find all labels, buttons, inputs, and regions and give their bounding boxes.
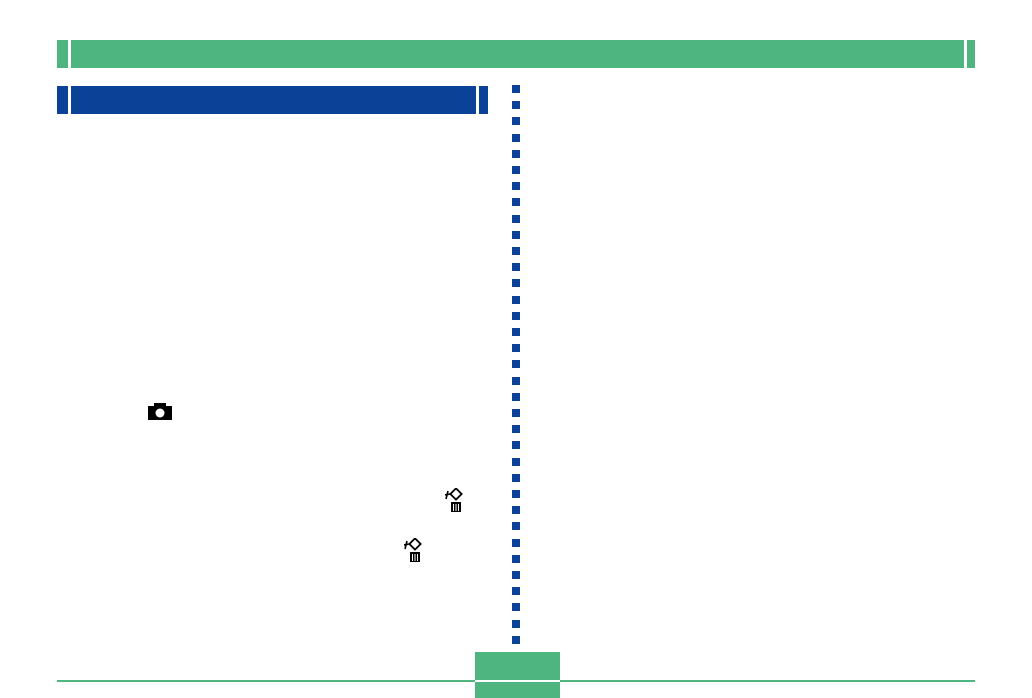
divider-dot xyxy=(512,328,520,336)
section-bar-main xyxy=(71,86,476,114)
divider-dot xyxy=(512,182,520,190)
divider-dot xyxy=(512,620,520,628)
divider-dot xyxy=(512,522,520,530)
divider-dot xyxy=(512,603,520,611)
header-bar-main xyxy=(71,40,964,68)
delete-icon xyxy=(404,538,422,562)
divider-dot xyxy=(512,150,520,158)
divider-dot xyxy=(512,344,520,352)
divider-dot xyxy=(512,296,520,304)
divider-dot xyxy=(512,101,520,109)
divider-dot xyxy=(512,198,520,206)
divider-dot xyxy=(512,409,520,417)
divider-dot xyxy=(512,506,520,514)
divider-dot xyxy=(512,360,520,368)
divider-dot xyxy=(512,474,520,482)
divider-dot xyxy=(512,263,520,271)
section-bar-left-cap xyxy=(57,86,68,114)
divider-dot xyxy=(512,85,520,93)
divider-dot xyxy=(512,571,520,579)
divider-dot xyxy=(512,312,520,320)
divider-dot xyxy=(512,215,520,223)
divider-dot xyxy=(512,231,520,239)
divider-dot xyxy=(512,555,520,563)
divider-dot xyxy=(512,117,520,125)
divider-dot xyxy=(512,587,520,595)
header-bar-left-cap xyxy=(57,40,68,68)
delete-icon xyxy=(445,488,463,512)
page-number-box xyxy=(475,652,560,698)
camera-icon xyxy=(148,403,172,420)
header-bar-right-cap xyxy=(967,40,975,68)
divider-dot xyxy=(512,134,520,142)
divider-dot xyxy=(512,247,520,255)
divider-dot xyxy=(512,393,520,401)
page-number-box-divider xyxy=(475,680,560,682)
divider-dot xyxy=(512,279,520,287)
divider-dot xyxy=(512,425,520,433)
divider-dot xyxy=(512,166,520,174)
divider-dot xyxy=(512,490,520,498)
divider-dot xyxy=(512,539,520,547)
divider-dot xyxy=(512,441,520,449)
divider-dot xyxy=(512,458,520,466)
divider-dot xyxy=(512,377,520,385)
divider-dot xyxy=(512,636,520,644)
section-bar-right-cap xyxy=(479,86,488,114)
